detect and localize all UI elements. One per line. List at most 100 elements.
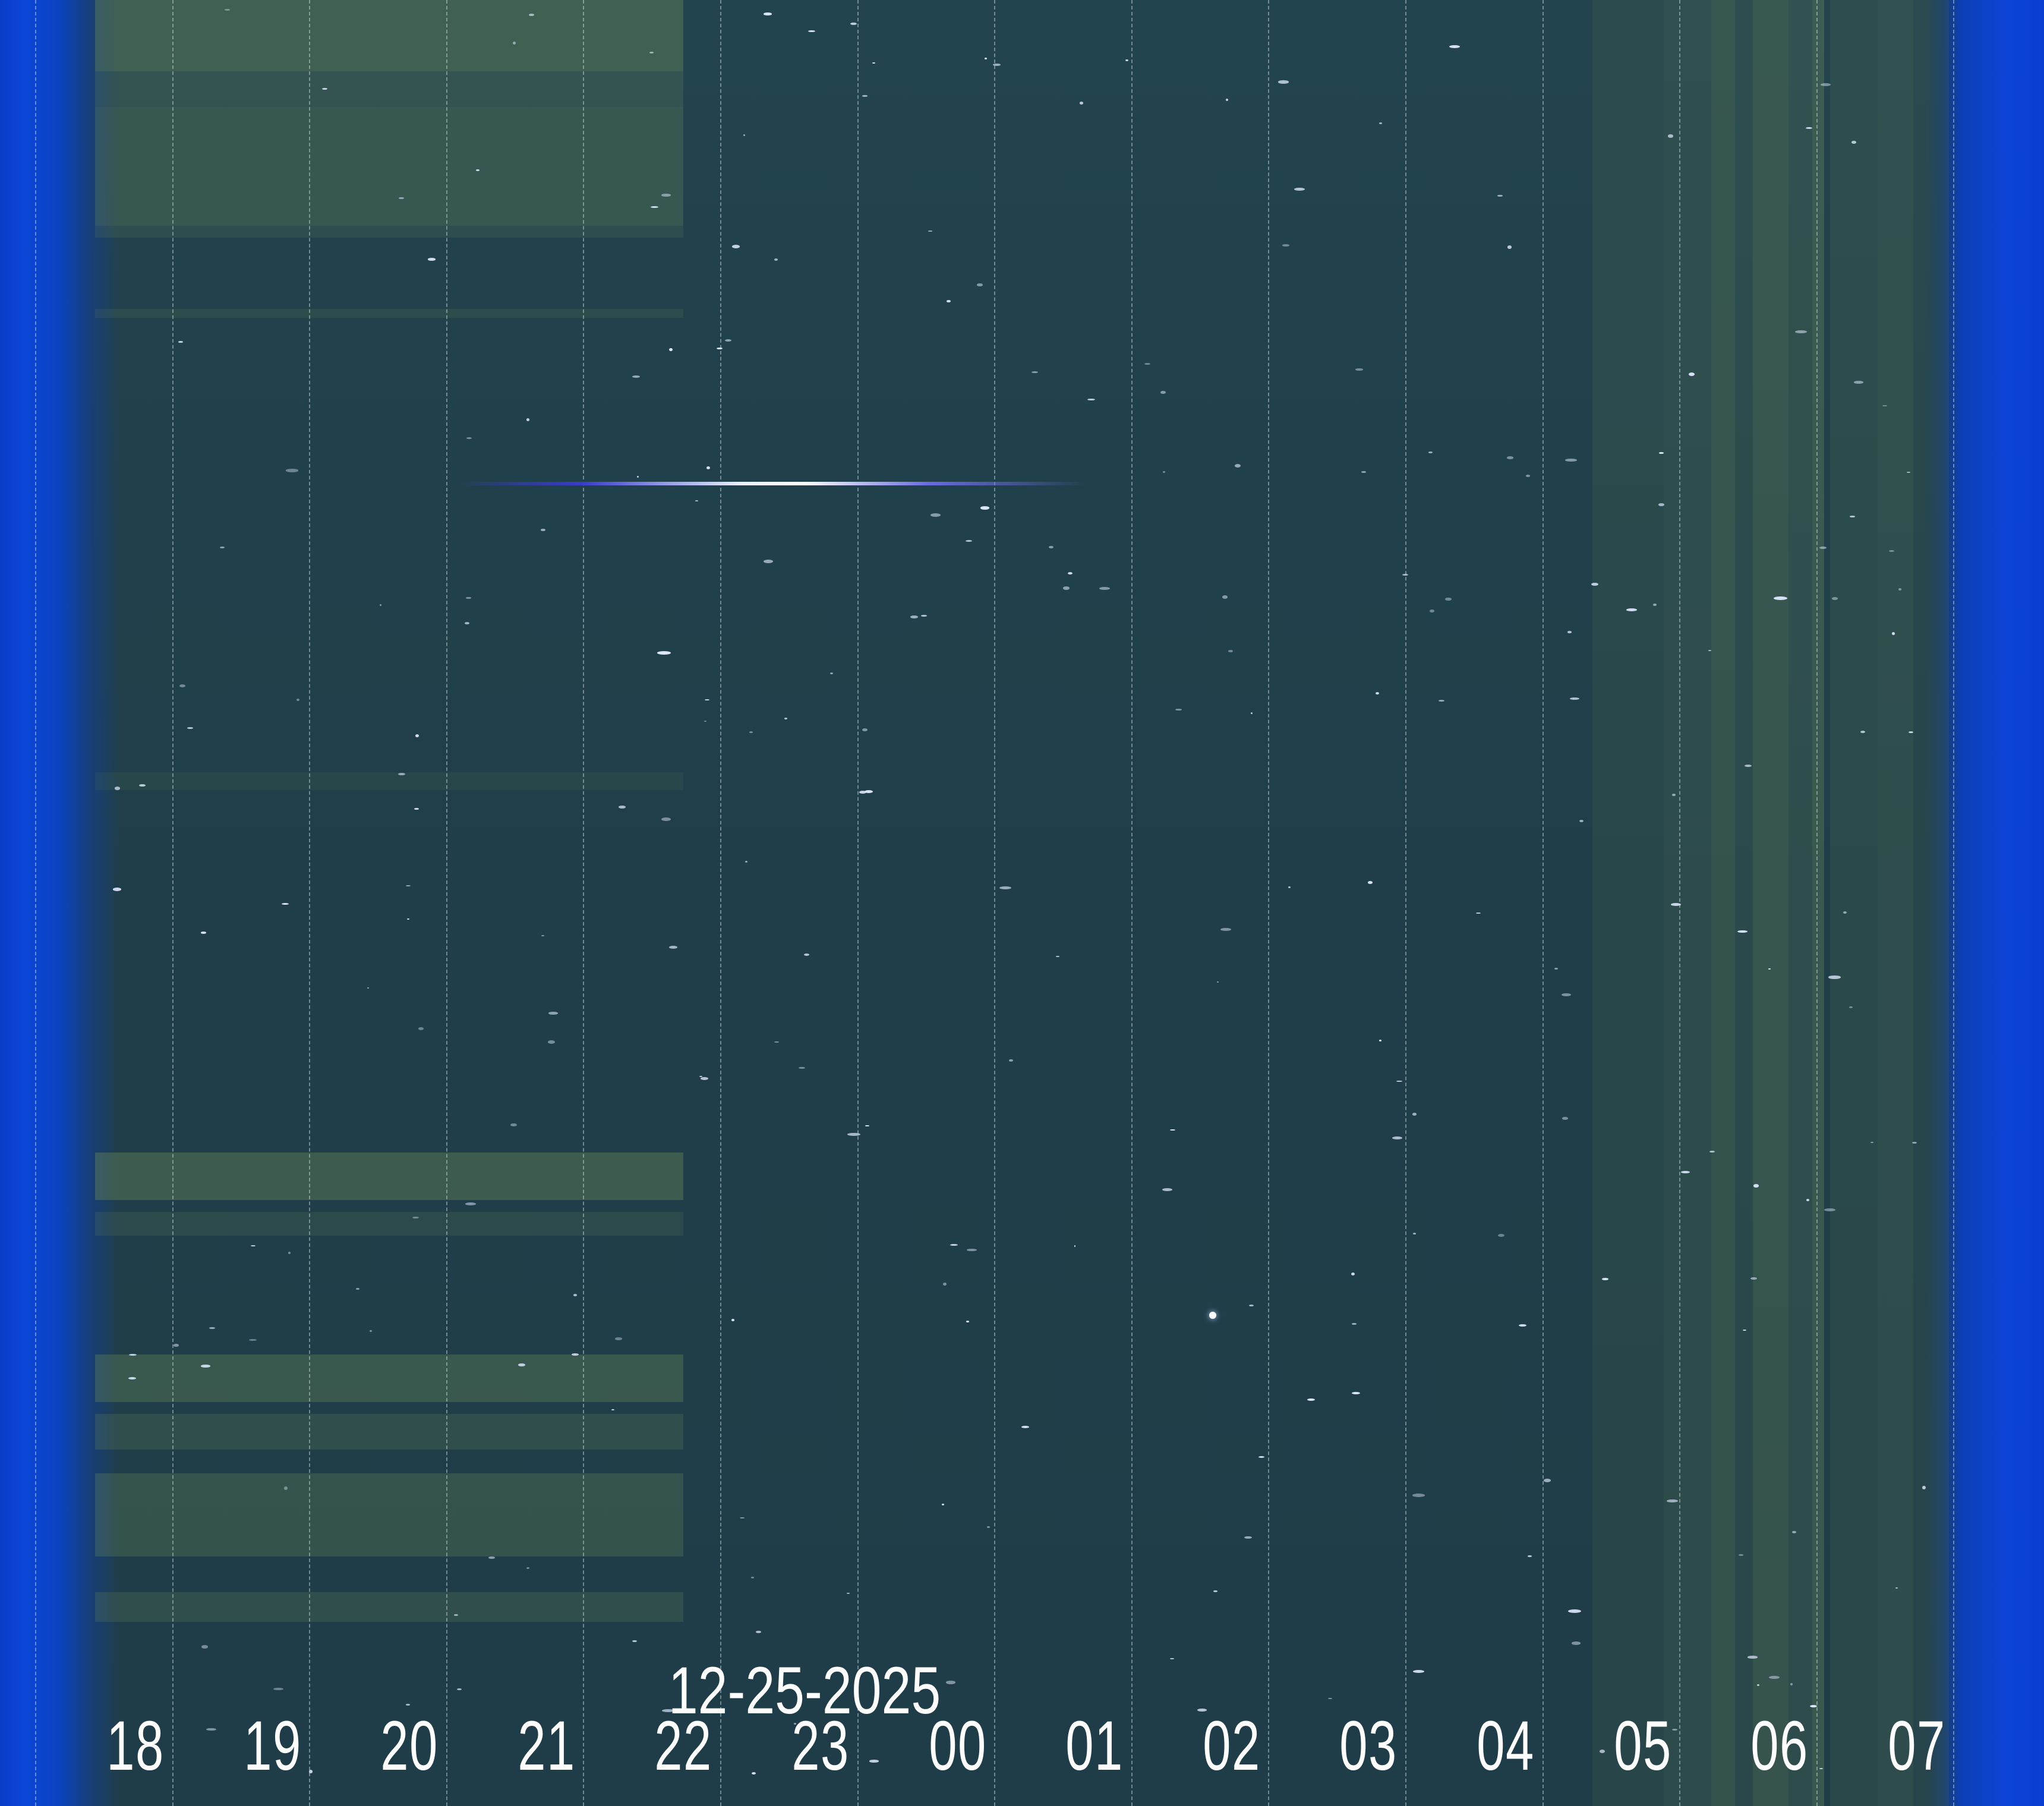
star-trail	[1672, 794, 1676, 796]
star-trail	[1234, 464, 1241, 468]
star-trail	[945, 1681, 955, 1684]
star-trail	[619, 806, 626, 809]
star-trail	[1745, 765, 1752, 768]
star-trail	[764, 560, 774, 563]
star-trail	[724, 339, 731, 342]
dawn-stripe	[1878, 0, 1913, 1806]
star-trail	[178, 341, 183, 343]
hour-gridline	[1131, 0, 1133, 1806]
star-trail	[1742, 1329, 1746, 1331]
dawn-stripe	[1812, 0, 1824, 1806]
hour-gridline	[35, 0, 36, 1806]
star-trail	[1068, 572, 1073, 575]
star-trail	[740, 1517, 745, 1518]
star-trail	[1249, 1305, 1254, 1307]
cloud-band	[95, 71, 683, 107]
star-trail	[1794, 330, 1807, 334]
star-trail	[406, 885, 411, 886]
star-trail	[488, 1556, 495, 1559]
star-trail	[1544, 1479, 1551, 1483]
star-trail	[830, 672, 834, 675]
star-trail	[1220, 928, 1231, 932]
star-trail	[930, 513, 941, 517]
star-trail	[705, 699, 709, 700]
cloud-band	[95, 1354, 683, 1402]
star-trail	[966, 1321, 970, 1323]
star-trail	[518, 1363, 526, 1366]
star-trail	[864, 790, 873, 794]
star-trail	[464, 621, 470, 625]
star-trail	[225, 9, 231, 11]
hour-label: 05	[1613, 1707, 1672, 1785]
star-trail	[1396, 1080, 1403, 1082]
star-trail	[1737, 930, 1748, 933]
star-trail	[985, 57, 987, 59]
star-trail	[1144, 363, 1151, 365]
star-trail	[1079, 102, 1084, 105]
star-trail	[986, 1526, 990, 1528]
star-trail	[704, 721, 707, 722]
star-trail	[1806, 1199, 1809, 1201]
cloud-band	[95, 772, 683, 790]
star-trail	[466, 437, 472, 439]
hour-label: 04	[1477, 1707, 1535, 1785]
star-trail	[701, 1076, 708, 1080]
star-trail	[1602, 1278, 1608, 1281]
star-trail	[847, 1132, 860, 1136]
star-trail	[1351, 1322, 1357, 1325]
star-trail	[573, 1294, 578, 1296]
star-trail	[967, 1248, 977, 1252]
meteor-streak	[456, 482, 1086, 485]
star-trail	[367, 987, 370, 989]
hour-gridline	[1268, 0, 1270, 1806]
star-trail	[1170, 1657, 1175, 1660]
star-trail	[751, 1772, 756, 1775]
hour-gridline	[994, 0, 996, 1806]
star-trail	[862, 728, 868, 731]
hour-label: 02	[1203, 1707, 1261, 1785]
star-trail	[668, 348, 673, 352]
star-trail	[928, 230, 932, 232]
star-trail	[1250, 712, 1253, 714]
star-trail	[379, 604, 382, 606]
star-trail	[1351, 1391, 1361, 1394]
dawn-stripe	[1711, 0, 1735, 1806]
star-trail	[114, 787, 121, 791]
star-trail	[1351, 1272, 1355, 1276]
star-trail	[1430, 610, 1434, 613]
star-trail	[139, 784, 146, 787]
star-trail	[369, 1330, 372, 1333]
star-trail	[611, 1409, 615, 1411]
star-trail	[799, 1066, 805, 1069]
star-trail	[1567, 631, 1572, 633]
star-trail	[1175, 708, 1182, 711]
star-trail	[548, 1012, 558, 1015]
date-label: 12-25-2025	[668, 1653, 941, 1728]
star-trail	[1579, 819, 1584, 822]
hour-label: 18	[106, 1707, 165, 1785]
star-trail	[113, 888, 122, 891]
star-trail	[743, 134, 745, 137]
dawn-stripe	[1664, 0, 1711, 1806]
hour-gridline	[1405, 0, 1406, 1806]
star-trail	[804, 953, 810, 956]
star-trail	[1750, 1277, 1757, 1280]
star-trail	[285, 469, 299, 472]
star-trail	[398, 197, 405, 199]
cloud-band	[95, 1414, 683, 1450]
star-trail	[1806, 127, 1813, 130]
star-trail	[398, 772, 406, 776]
star-trail	[406, 918, 410, 920]
star-trail	[456, 1688, 462, 1690]
star-trail	[669, 945, 677, 949]
star-trail	[632, 1640, 638, 1642]
star-trail	[129, 1354, 137, 1356]
star-trail	[1412, 1494, 1425, 1497]
star-trail	[251, 1245, 256, 1247]
star-trail	[406, 1704, 411, 1706]
star-trail	[784, 717, 787, 719]
star-trail	[1748, 1656, 1758, 1659]
star-trail	[976, 283, 983, 286]
star-trail	[249, 1338, 257, 1341]
star-trail	[1671, 1729, 1677, 1731]
